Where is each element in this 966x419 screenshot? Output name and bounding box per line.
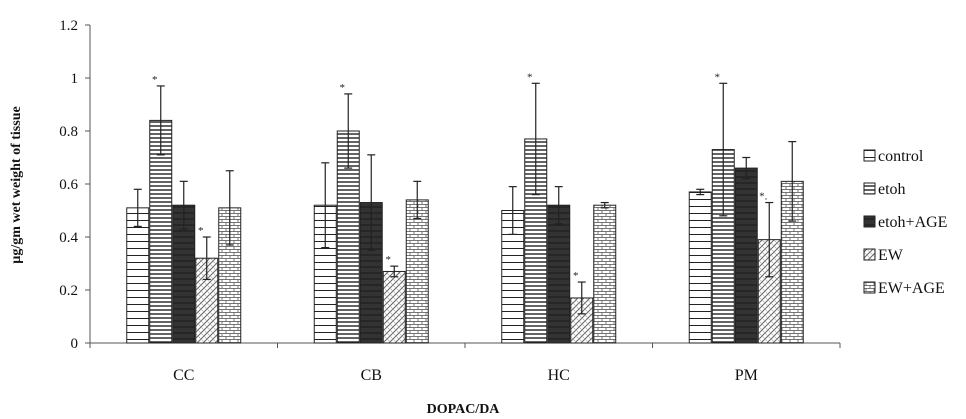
legend-swatch [863, 281, 876, 294]
bar-ew-age-hc [593, 204, 617, 344]
x-category-label: CC [173, 367, 194, 384]
y-tick-label: 1 [71, 71, 79, 87]
x-category-label: PM [735, 367, 758, 384]
legend-label: etoh [878, 181, 906, 198]
bar-etoh-age-pm [734, 167, 758, 344]
bar-control-pm [688, 191, 712, 344]
significance-marker: * [152, 74, 158, 86]
y-tick-label: 1.2 [59, 18, 78, 34]
y-tick-label: 0 [71, 336, 79, 352]
legend-swatch [863, 149, 876, 162]
y-tick-label: 0.4 [59, 230, 78, 246]
significance-marker: * [527, 71, 533, 83]
tick-labels: 0 0.2 0.4 0.6 0.8 1 1.2 * * CC * * CB * * HC * *. PM [59, 18, 767, 384]
significance-marker: * [715, 71, 721, 83]
significance-marker: * [198, 225, 204, 237]
y-tick-label: 0.8 [59, 124, 78, 140]
significance-marker: * [386, 254, 392, 266]
legend-item-ew: EW [863, 247, 904, 264]
legend-label: etoh+AGE [878, 214, 947, 231]
significance-marker: * [573, 270, 579, 282]
bar-etoh-age-hc [547, 204, 571, 344]
x-category-label: CB [361, 367, 382, 384]
legend-item-ew-age: EW+AGE [863, 280, 945, 297]
bar-ew-age-cb [405, 199, 429, 344]
y-tick-label: 0.6 [59, 177, 78, 193]
legend-item-control: control [863, 148, 924, 165]
bar-control-cc [126, 207, 150, 344]
legend-swatch [863, 182, 876, 195]
bars [126, 119, 804, 344]
legend-label: EW [878, 247, 904, 264]
x-category-label: HC [548, 367, 570, 384]
y-axis-title: µg/gm wet weight of tissue [9, 106, 24, 263]
legend: control etoh etoh+AGE EW EW+AGE [863, 148, 947, 297]
error-bars [133, 82, 797, 315]
legend-swatch [863, 215, 876, 228]
significance-marker: *. [759, 191, 768, 203]
significance-marker: * [340, 82, 346, 94]
legend-label: control [878, 148, 924, 165]
legend-label: EW+AGE [878, 280, 945, 297]
y-tick-label: 0.2 [59, 283, 78, 299]
x-axis-title: DOPAC/DA [427, 402, 501, 417]
legend-swatch [863, 248, 876, 261]
legend-item-etoh: etoh [863, 181, 906, 198]
legend-item-etoh-age: etoh+AGE [863, 214, 947, 231]
bar-ew-cb [382, 270, 406, 344]
